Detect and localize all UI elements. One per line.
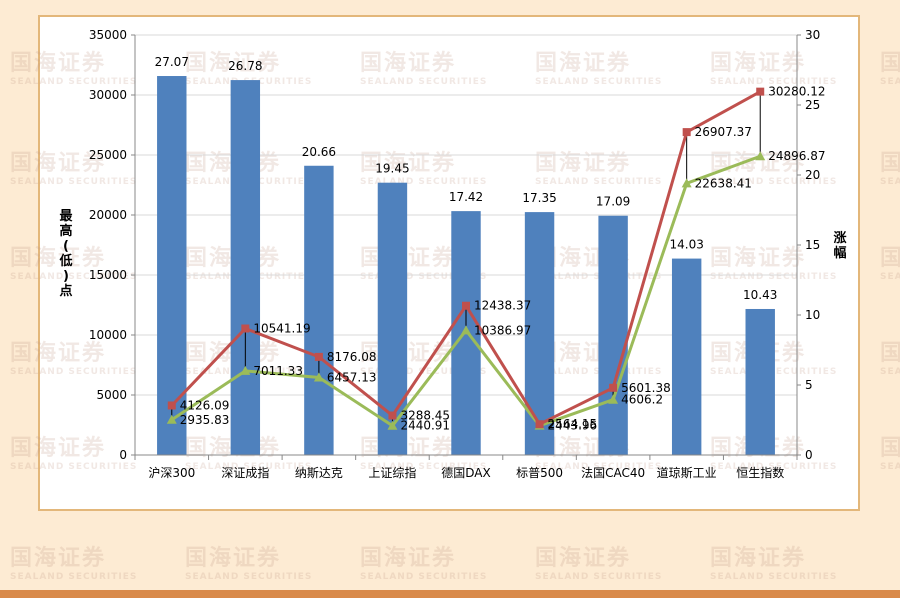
low-point xyxy=(755,151,766,161)
bar-label: 19.45 xyxy=(375,162,409,176)
low-point xyxy=(608,394,619,404)
y2-tick-label: 30 xyxy=(805,28,820,42)
y2-tick-label: 25 xyxy=(805,98,820,112)
low-point xyxy=(387,420,398,430)
bar xyxy=(745,308,775,455)
y2-axis-title: 涨幅 xyxy=(832,231,846,261)
y-tick-label: 10000 xyxy=(89,328,127,342)
x-axis-ticks: 沪深300 深证成指 纳斯达克 上证综指 德国DAX 标普500 法国CAC40 道琼斯工业 恒… xyxy=(134,455,798,480)
low-label: 2443.96 xyxy=(548,419,598,433)
high-label: 26907.37 xyxy=(695,125,752,139)
high-point xyxy=(682,128,691,137)
low-label: 22638.41 xyxy=(695,176,752,190)
y2-tick-label: 0 xyxy=(805,448,813,462)
low-label: 7011.33 xyxy=(253,364,303,378)
y2-tick-label: 20 xyxy=(805,168,820,182)
high-label: 4126.09 xyxy=(180,398,230,412)
x-tick-label: 深证成指 xyxy=(221,465,269,480)
x-tick-label: 法国CAC40 xyxy=(581,466,645,480)
high-point xyxy=(314,352,323,361)
y2-tick-label: 15 xyxy=(805,238,820,252)
low-label: 6457.13 xyxy=(327,371,377,385)
x-tick-label: 纳斯达克 xyxy=(295,466,343,480)
y-tick-label: 15000 xyxy=(89,268,127,282)
low-label: 2935.83 xyxy=(180,413,230,427)
y-tick-label: 35000 xyxy=(89,28,127,42)
high-point xyxy=(609,383,618,392)
x-tick-label: 德国DAX xyxy=(441,465,490,480)
high-point xyxy=(462,301,470,310)
high-point xyxy=(241,324,250,333)
y-tick-label: 0 xyxy=(119,448,127,462)
bar-label: 14.03 xyxy=(669,238,703,252)
high-point xyxy=(167,401,176,410)
high-label: 30280.12 xyxy=(768,85,825,99)
low-point xyxy=(313,372,324,382)
bar-label: 20.66 xyxy=(302,145,336,159)
bar xyxy=(304,165,334,455)
bar-label: 17.35 xyxy=(522,191,556,205)
x-tick-label: 上证综指 xyxy=(368,465,416,480)
bar xyxy=(230,80,261,455)
bar-value-labels: 27.07 26.78 20.66 19.45 17.42 17.35 17.09 14.03… xyxy=(155,55,778,302)
bottom-strip xyxy=(0,590,900,598)
low-point xyxy=(166,414,177,424)
low-label: 2440.91 xyxy=(400,419,450,433)
high-point xyxy=(535,420,544,429)
bar-label: 26.78 xyxy=(228,59,262,73)
y-axis-title: 最高(低)点 xyxy=(58,209,73,299)
bar xyxy=(157,76,187,456)
high-label: 5601.38 xyxy=(621,381,671,395)
low-point xyxy=(240,365,251,375)
bar-label: 10.43 xyxy=(743,288,777,302)
left-axis-ticks: 0 5000 10000 15000 20000 25000 30000 35000 xyxy=(89,28,135,462)
high-label: 12438.37 xyxy=(474,299,531,313)
y-tick-label: 5000 xyxy=(96,388,127,402)
y-tick-label: 25000 xyxy=(89,148,127,162)
x-tick-label: 恒生指数 xyxy=(736,465,784,480)
axis-titles: 最高(低)点 涨幅 xyxy=(58,209,846,299)
y-tick-label: 20000 xyxy=(89,208,127,222)
bar-series xyxy=(157,76,775,456)
low-point xyxy=(461,325,471,335)
line-series xyxy=(166,87,766,430)
right-axis-ticks: 0 5 10 15 20 25 30 xyxy=(797,28,820,462)
low-label: 10386.97 xyxy=(474,323,531,337)
y-tick-label: 30000 xyxy=(89,88,127,102)
x-tick-label: 道琼斯工业 xyxy=(657,465,717,480)
high-label: 3288.45 xyxy=(400,409,450,423)
high-point xyxy=(388,411,397,420)
bar xyxy=(671,258,702,455)
x-tick-label: 沪深300 xyxy=(148,466,195,480)
high-point xyxy=(756,87,765,96)
high-label: 8176.08 xyxy=(327,350,377,364)
bar xyxy=(598,215,628,455)
bar-label: 17.42 xyxy=(449,190,483,204)
bar-label: 17.09 xyxy=(596,195,630,209)
x-tick-label: 标普500 xyxy=(516,466,563,480)
low-label: 24896.87 xyxy=(768,149,825,163)
y2-tick-label: 10 xyxy=(805,308,820,322)
bar-label: 27.07 xyxy=(155,55,189,69)
low-label: 4606.2 xyxy=(621,393,663,407)
line-value-labels: 4126.0910541.198176.083288.4512438.37256… xyxy=(180,85,826,433)
high-label: 2564.15 xyxy=(548,417,598,431)
high-label: 10541.19 xyxy=(253,322,310,336)
low-point xyxy=(681,178,692,188)
y2-tick-label: 5 xyxy=(805,378,813,392)
